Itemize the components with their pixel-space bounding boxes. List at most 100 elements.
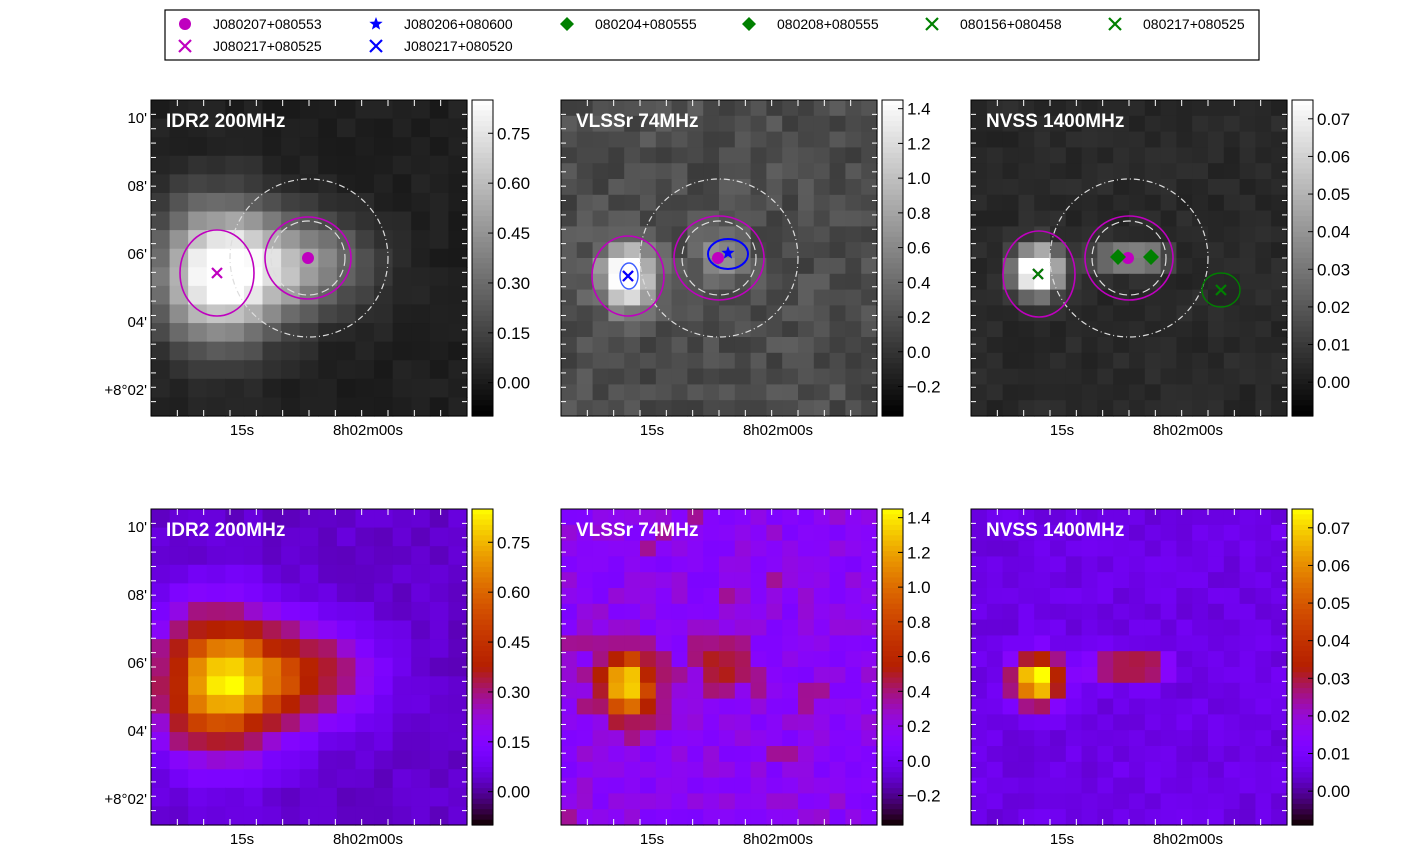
heatmap-cell [206, 211, 226, 231]
heatmap-cell [1208, 572, 1225, 589]
heatmap-cell [1034, 603, 1051, 621]
heatmap-cell [624, 793, 641, 810]
colorbar-step [472, 179, 493, 185]
heatmap-cell [151, 378, 171, 399]
heatmap-cell [411, 657, 431, 677]
heatmap-cell [829, 131, 846, 148]
heatmap-cell [1050, 337, 1067, 354]
heatmap-cell [798, 603, 815, 621]
heatmap-cell [411, 676, 431, 696]
heatmap-cell [1255, 651, 1272, 668]
heatmap-cell [1018, 131, 1035, 148]
heatmap-cell [1002, 368, 1019, 385]
heatmap-cell [655, 635, 673, 652]
heatmap-cell [1050, 100, 1067, 117]
heatmap-cell [798, 115, 815, 133]
heatmap-cell [971, 682, 988, 700]
heatmap-cell [640, 273, 657, 291]
colorbar-step [472, 514, 493, 521]
heatmap-cell [750, 368, 767, 385]
heatmap-cell [624, 524, 641, 542]
heatmap-cell [1065, 730, 1083, 747]
heatmap-cell [318, 787, 338, 808]
heatmap-cell [845, 242, 862, 259]
heatmap-cell [169, 304, 189, 324]
heatmap-cell [1097, 368, 1114, 385]
heatmap-cell [750, 305, 767, 322]
colorbar-tick-label: 0.01 [1317, 336, 1350, 355]
heatmap-cell [561, 163, 578, 180]
heatmap-cell [1129, 746, 1146, 763]
heatmap-cell [687, 746, 704, 763]
heatmap-cell [640, 698, 657, 715]
heatmap-cell [392, 397, 412, 417]
heatmap-cell [798, 619, 815, 636]
heatmap-cell [1018, 777, 1035, 794]
heatmap-cell [1192, 793, 1209, 810]
colorbar-step [472, 751, 493, 758]
heatmap-cell [592, 556, 609, 573]
colorbar-step [882, 730, 903, 737]
heatmap-cell [151, 601, 171, 622]
heatmap-cell [318, 676, 338, 696]
heatmap-cell [1002, 194, 1019, 212]
heatmap-cell [861, 289, 878, 306]
colorbar-step [472, 226, 493, 233]
heatmap-cell [1192, 651, 1209, 668]
colorbar-tick-label: 0.75 [497, 124, 530, 143]
heatmap-cell [1160, 793, 1177, 810]
colorbar-step [472, 545, 493, 552]
colorbar-step [882, 173, 903, 180]
heatmap-cell [1208, 635, 1225, 652]
heatmap-cell [1239, 714, 1256, 731]
heatmap-cell [608, 730, 625, 747]
heatmap-cell [1034, 540, 1051, 557]
heatmap-cell [1144, 588, 1162, 605]
heatmap-cell [798, 556, 815, 573]
heatmap-cell [1050, 761, 1067, 779]
heatmap-cell [374, 360, 394, 380]
heatmap-cell [429, 304, 450, 324]
colorbar-step [1292, 337, 1313, 343]
heatmap-cell [719, 289, 736, 306]
heatmap-cell [845, 289, 862, 306]
colorbar-tick-label: −0.2 [907, 786, 941, 805]
heatmap-cell [576, 635, 594, 652]
heatmap-cell [861, 115, 878, 133]
heatmap-cell [703, 635, 720, 652]
heatmap-cell [448, 118, 468, 138]
heatmap-cell [355, 378, 375, 399]
heatmap-cell [1208, 730, 1225, 747]
heatmap-cell [1081, 400, 1098, 417]
heatmap-cell [1255, 635, 1272, 652]
heatmap-cell [829, 210, 846, 227]
heatmap-cell [1176, 746, 1193, 763]
colorbar-step [882, 400, 903, 407]
heatmap-cell [687, 242, 704, 259]
colorbar-step [882, 163, 903, 170]
heatmap-cell [1050, 289, 1067, 306]
heatmap-cell [986, 289, 1004, 306]
heatmap-cell [1192, 698, 1209, 715]
heatmap-cell [318, 137, 338, 157]
colorbar-step [472, 651, 493, 658]
heatmap-cell [798, 321, 815, 338]
heatmap-cell [1129, 305, 1146, 322]
colorbar-step [472, 273, 493, 280]
heatmap-cell [703, 163, 720, 180]
heatmap-cell [1002, 100, 1019, 117]
heatmap-cell [281, 304, 301, 324]
heatmap-cell [1065, 761, 1083, 779]
heatmap-cell [750, 714, 767, 731]
heatmap-cell [206, 267, 226, 287]
heatmap-cell [429, 509, 450, 529]
colorbar-step [882, 337, 903, 343]
colorbar-step [472, 724, 493, 731]
heatmap-cell [225, 601, 245, 622]
heatmap-cell [845, 793, 862, 810]
colorbar-step [882, 168, 903, 175]
heatmap-cell [766, 667, 783, 684]
heatmap-cell [845, 667, 862, 684]
colorbar-step [472, 688, 493, 694]
axis-ticks [561, 100, 877, 416]
